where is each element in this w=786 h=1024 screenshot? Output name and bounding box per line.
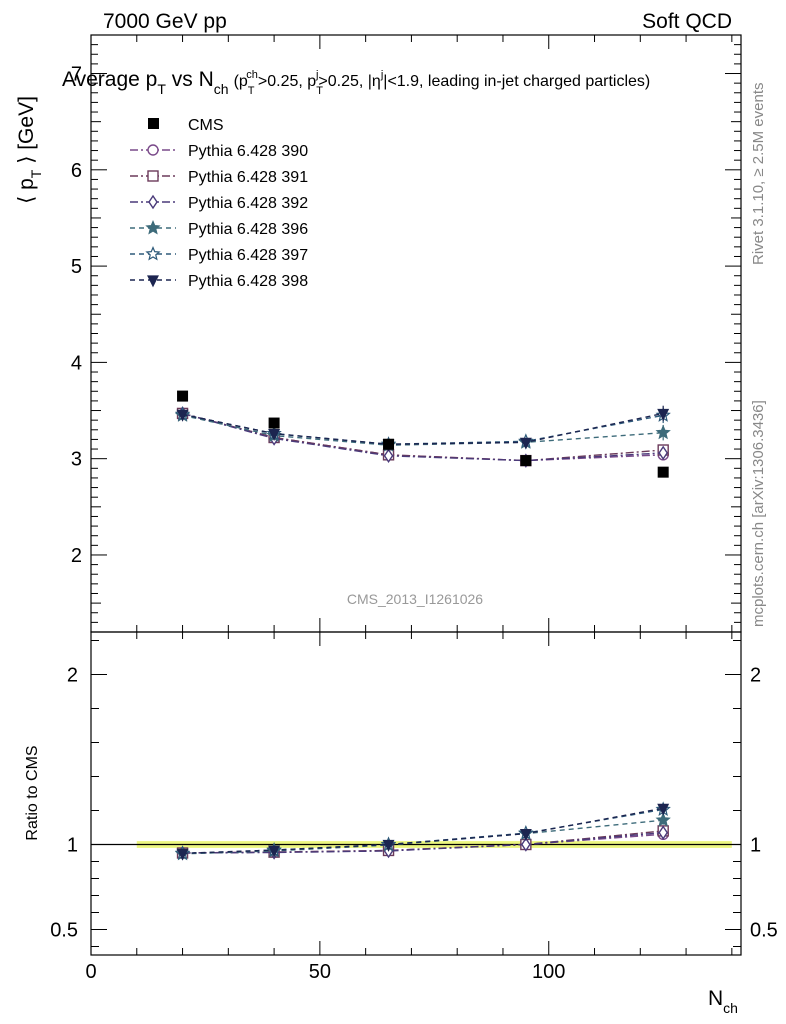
- ratio-band-group: [91, 841, 741, 848]
- cms-data-point: [177, 390, 189, 402]
- y-tick-label: 3: [71, 449, 82, 471]
- ratio-point-shape: [176, 848, 189, 861]
- legend-marker: [145, 219, 161, 235]
- data-point-shape: [658, 445, 669, 461]
- ratio-point: [657, 803, 670, 816]
- ratio-point: [519, 829, 532, 841]
- data-point: [658, 445, 669, 461]
- data-point: [176, 409, 189, 422]
- cms-data-point: [268, 417, 280, 429]
- axes: 0 50 100 2 3 4 5 6 7 0.5 0.5 1 1 2 2: [50, 35, 778, 983]
- data-point: [383, 448, 394, 464]
- main-series: [174, 390, 671, 478]
- series-line-2: [182, 412, 664, 462]
- mcplots-label: mcplots.cern.ch [arXiv:1306.3436]: [750, 400, 767, 627]
- x-tick-label: 0: [85, 961, 96, 983]
- data-point-shape: [176, 409, 189, 422]
- legend-label: Pythia 6.428 397: [188, 247, 308, 264]
- ratio-series: [174, 801, 671, 861]
- ratio-point: [176, 848, 189, 861]
- ratio-line-2: [182, 831, 664, 854]
- y-tick-label: 4: [71, 352, 82, 374]
- series-line-5: [182, 412, 664, 445]
- legend-label: Pythia 6.428 396: [188, 221, 308, 238]
- cms-data-point: [383, 438, 395, 450]
- ratio-tick-label-right: 2: [750, 665, 761, 687]
- data-point: [657, 408, 670, 421]
- legend-marker: [148, 194, 158, 210]
- ratio-line-3: [182, 819, 664, 855]
- y-tick-label: 7: [71, 64, 82, 86]
- legend-label: Pythia 6.428 391: [188, 169, 308, 186]
- legend-label: Pythia 6.428 398: [188, 273, 308, 290]
- ratio-tick-label-right: 0.5: [750, 920, 778, 942]
- x-tick-label: 50: [309, 961, 331, 983]
- data-point-shape: [657, 408, 670, 421]
- x-tick-label: 100: [532, 961, 565, 983]
- ratio-tick-label-right: 1: [750, 835, 761, 857]
- legend-marker-shape: [145, 245, 161, 261]
- legend-marker-shape: [147, 170, 159, 182]
- data-point-shape: [383, 448, 394, 464]
- series-line-3: [182, 414, 664, 446]
- cms-data-point: [657, 466, 669, 478]
- ratio-plot-frame: [90, 631, 742, 956]
- legend-marker-shape: [147, 144, 159, 156]
- ratio-point-shape: [521, 837, 531, 852]
- legend-marker: [147, 170, 159, 182]
- ratio-point-shape: [268, 845, 281, 858]
- ratio-point: [521, 837, 531, 852]
- chart-title: Average pT vs Nch (pTch>0.25, pTj>0.25, |…: [62, 68, 650, 97]
- legend-cms-marker: [148, 118, 159, 129]
- process-label: Soft QCD: [642, 10, 732, 33]
- data-point: [655, 424, 671, 440]
- x-axis-label: Nch: [708, 987, 738, 1016]
- energy-label: 7000 GeV pp: [103, 10, 227, 33]
- ratio-tick-label-left: 2: [67, 665, 78, 687]
- legend: CMS Pythia 6.428 390 Pythia 6.428 391 Pythi…: [130, 117, 308, 290]
- data-point-shape: [268, 429, 281, 441]
- legend-cms-label: CMS: [188, 117, 224, 134]
- ratio-line-5: [182, 807, 664, 855]
- ratio-point: [268, 845, 281, 858]
- legend-marker-shape: [147, 275, 159, 288]
- legend-marker-shape: [148, 194, 158, 210]
- y-axis-label: ⟨ pT ⟩ [GeV]: [15, 96, 44, 204]
- data-point: [519, 437, 532, 450]
- ratio-y-axis-label: Ratio to CMS: [24, 745, 41, 840]
- legend-marker: [147, 144, 159, 156]
- data-point: [268, 429, 281, 441]
- series-line-0: [182, 412, 664, 462]
- ratio-point-shape: [519, 829, 532, 841]
- cms-data-point: [520, 455, 532, 467]
- legend-label: Pythia 6.428 390: [188, 143, 308, 160]
- ratio-tick-label-left: 1: [67, 835, 78, 857]
- y-tick-label: 6: [71, 160, 82, 182]
- y-tick-label: 5: [71, 256, 82, 278]
- data-point-shape: [655, 424, 671, 440]
- series-line-1: [182, 412, 664, 462]
- analysis-label: CMS_2013_I1261026: [347, 591, 483, 607]
- legend-marker: [145, 245, 161, 261]
- ratio-point-shape: [382, 839, 395, 852]
- legend-marker: [147, 275, 159, 288]
- legend-label: Pythia 6.428 392: [188, 195, 308, 212]
- ratio-point-shape: [655, 812, 671, 827]
- ratio-point: [658, 825, 669, 840]
- legend-marker-shape: [145, 219, 161, 235]
- ratio-point-shape: [657, 803, 670, 816]
- data-point-shape: [519, 437, 532, 450]
- y-tick-label: 2: [71, 545, 82, 567]
- ratio-point: [655, 812, 671, 827]
- ratio-point-shape: [658, 825, 669, 840]
- rivet-label: Rivet 3.1.10, ≥ 2.5M events: [750, 83, 767, 266]
- ratio-point: [382, 839, 395, 852]
- ratio-tick-label-left: 0.5: [50, 920, 78, 942]
